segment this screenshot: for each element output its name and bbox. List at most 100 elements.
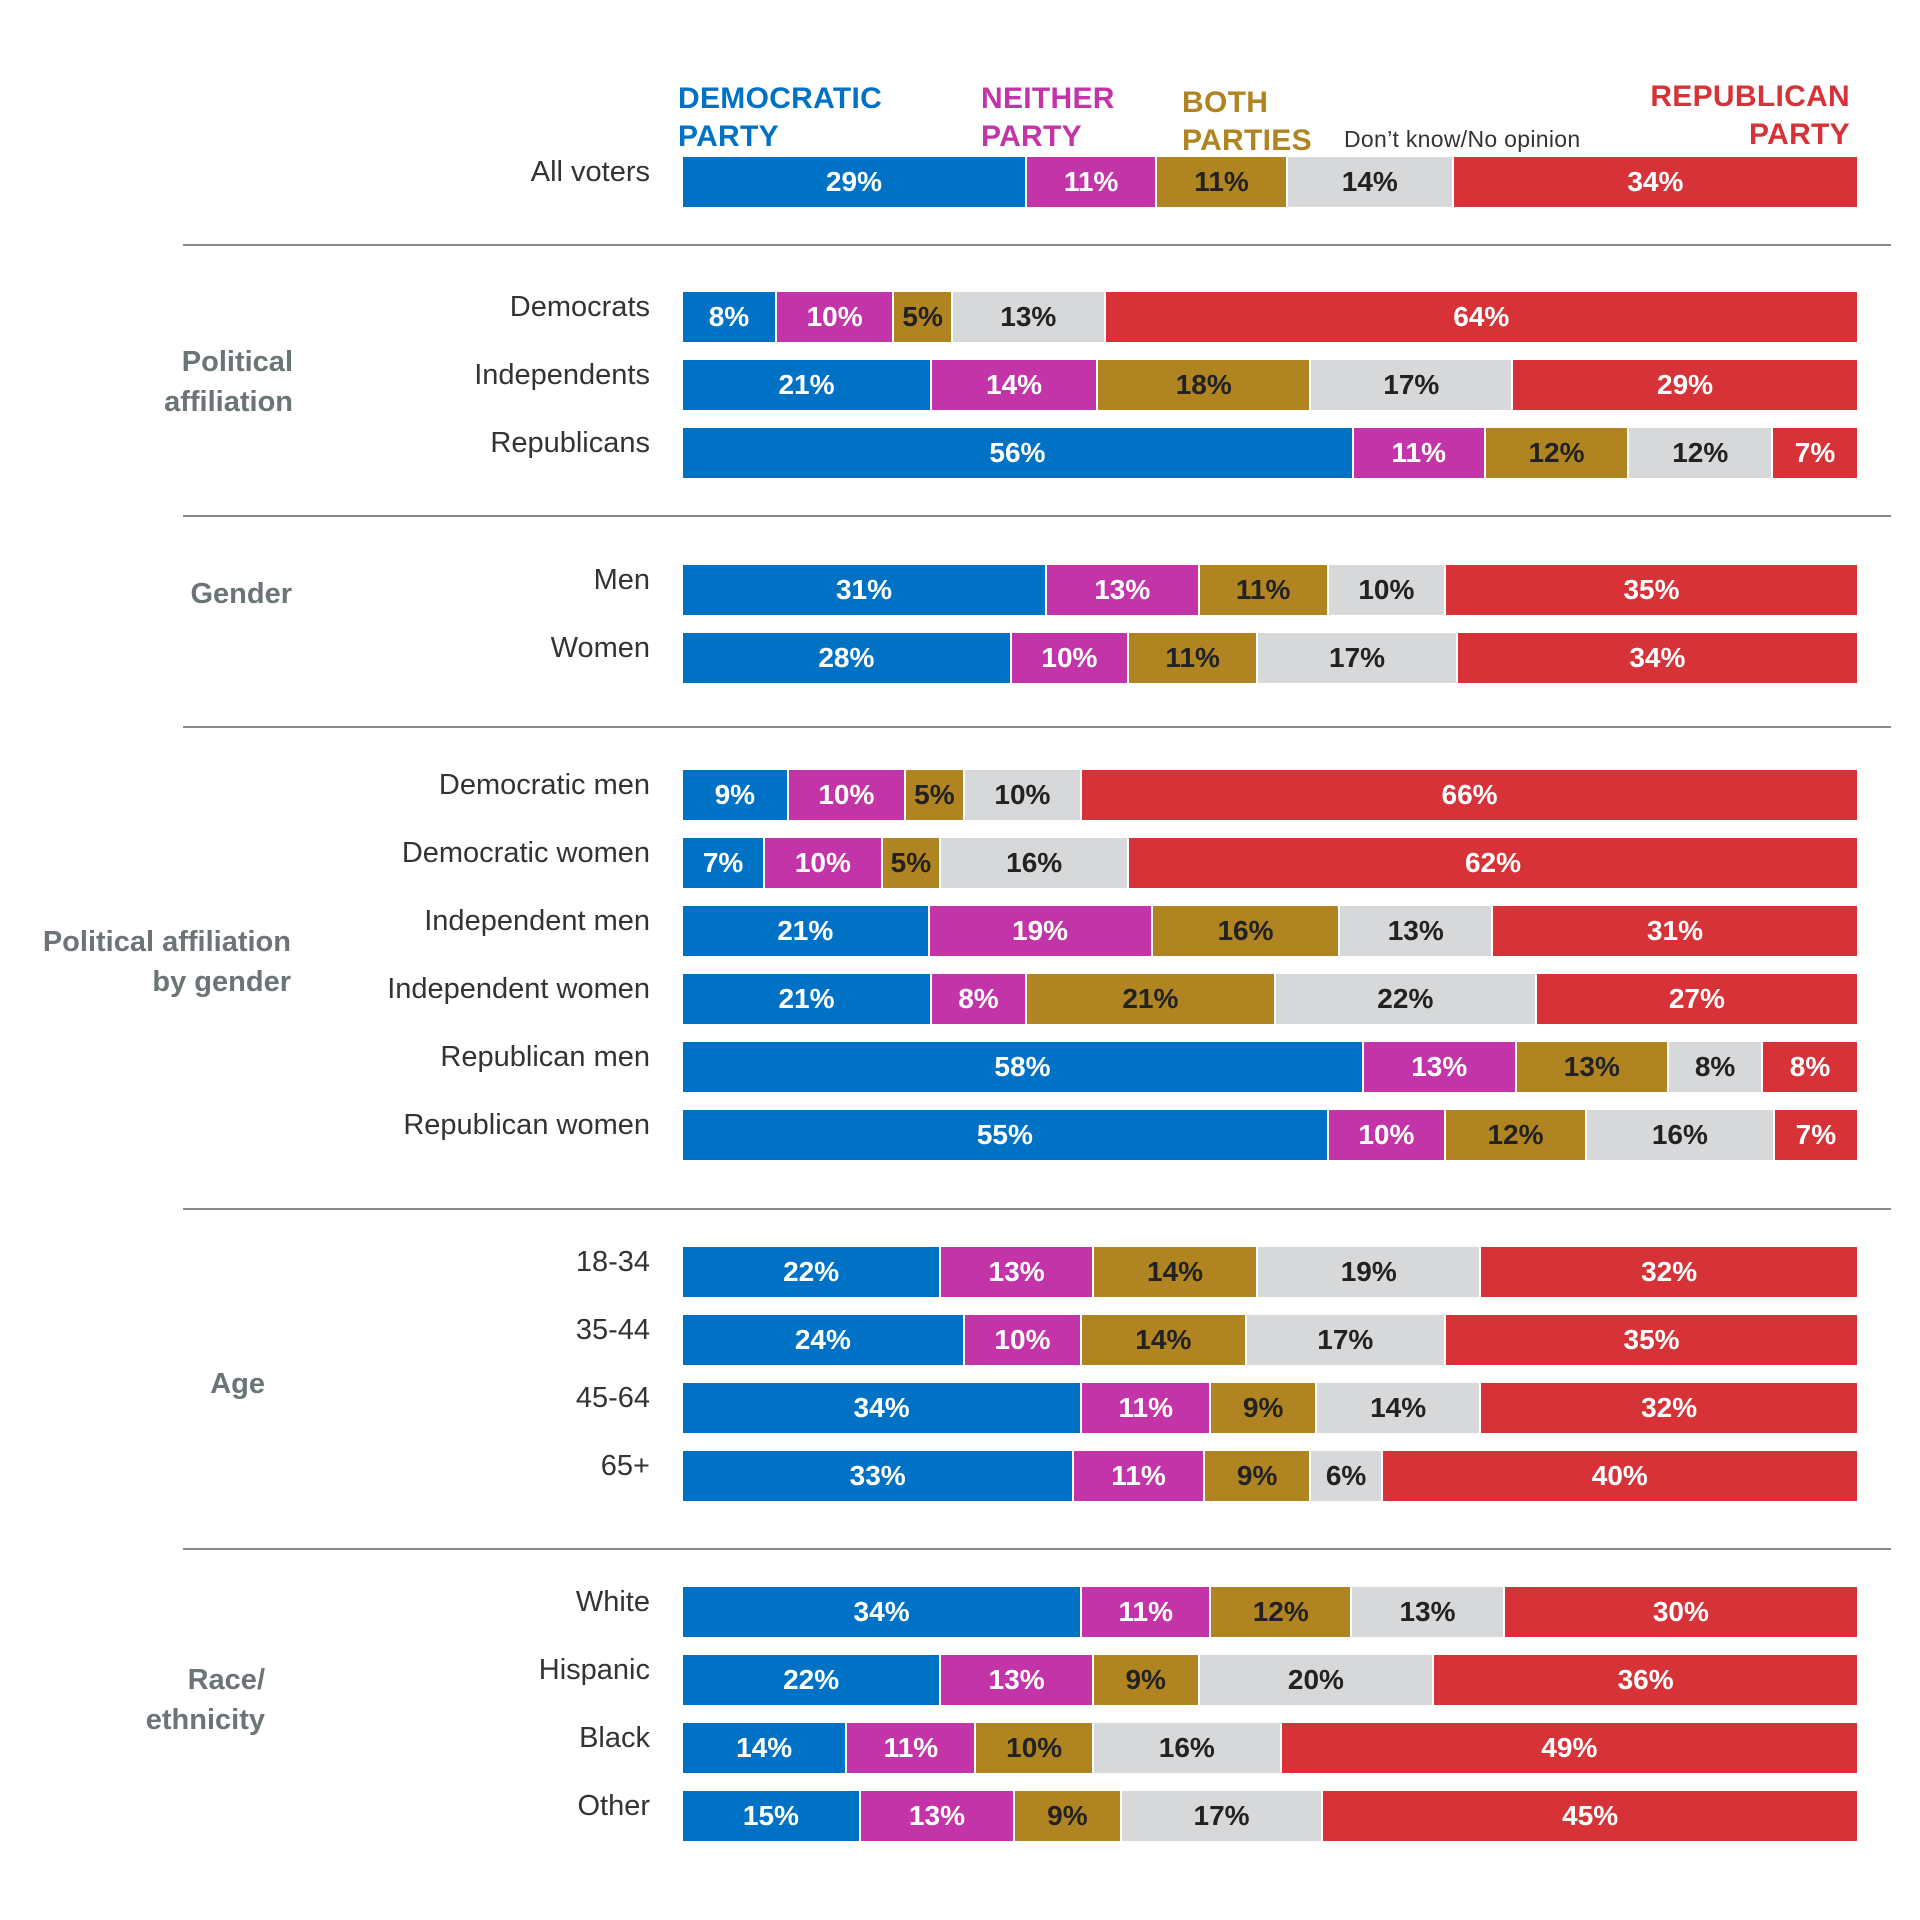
data-label: 10% — [1358, 574, 1415, 605]
data-label: 11% — [1118, 1392, 1173, 1423]
series-header-2: NEITHER PARTY — [981, 82, 1115, 153]
bar-segment: 10% — [788, 770, 907, 820]
data-label: 14% — [736, 1732, 793, 1763]
row-label: Democrats — [509, 291, 650, 323]
data-label: 29% — [825, 166, 882, 197]
data-label: 9% — [714, 779, 756, 810]
data-label: 21% — [778, 369, 835, 400]
bar-segment: 33% — [683, 1451, 1075, 1501]
stacked-bar: 9% 10% 5% 10% 66% — [683, 770, 1857, 820]
bar-segment: 11% — [1074, 1451, 1205, 1501]
data-label: 27% — [1668, 983, 1725, 1014]
stacked-bar: 28% 10% 11% 17% 34% — [683, 633, 1857, 683]
bar-segment: 9% — [1093, 1655, 1200, 1705]
row-label: 18-34 — [575, 1246, 650, 1278]
data-label: 12% — [1672, 437, 1729, 468]
bar-segment: 9% — [1015, 1791, 1122, 1841]
data-label: 13% — [1563, 1051, 1620, 1082]
data-label: 32% — [1641, 1256, 1698, 1287]
data-label: 14% — [986, 369, 1043, 400]
bar-segment: 8% — [932, 974, 1027, 1024]
data-label: 22% — [783, 1256, 840, 1287]
row-label: Democratic women — [401, 837, 650, 869]
bar-segment: 5% — [882, 838, 942, 888]
bar-segment: 34% — [683, 1383, 1083, 1433]
row-label: Independents — [474, 359, 650, 391]
stacked-bar: 29% 11% 11% 14% 34% — [683, 157, 1857, 207]
series-header-5: REPUBLICAN PARTY — [1650, 80, 1850, 151]
bar-segment: 17% — [1246, 1315, 1447, 1365]
bar-segment: 29% — [1513, 360, 1857, 410]
bar-segment: 11% — [1353, 428, 1486, 478]
series-header-4: Don’t know/No opinion — [1344, 126, 1581, 152]
row-label: Democratic men — [438, 769, 650, 801]
bar-segment: 40% — [1382, 1451, 1857, 1501]
stacked-bar: 31% 13% 11% 10% 35% — [683, 565, 1857, 615]
data-label: 14% — [1341, 166, 1398, 197]
bar-segment: 13% — [1516, 1042, 1670, 1092]
data-label: 22% — [783, 1664, 840, 1695]
group-label: Gender — [190, 578, 292, 610]
data-label: 9% — [1125, 1664, 1166, 1695]
stacked-bar: 34% 11% 9% 14% 32% — [683, 1383, 1857, 1433]
bar-segment: 7% — [683, 838, 766, 888]
data-label: 19% — [1012, 915, 1069, 946]
stacked-bar: 22% 13% 9% 20% 36% — [683, 1655, 1857, 1705]
data-label: 16% — [1006, 847, 1063, 878]
data-label: 13% — [1411, 1051, 1468, 1082]
stacked-bar: 56% 11% 12% 12% 7% — [683, 428, 1857, 478]
data-label: 7% — [1794, 437, 1836, 468]
bar-segment: 32% — [1481, 1247, 1857, 1297]
bar-segment: 17% — [1258, 633, 1458, 683]
bar-segment: 66% — [1082, 770, 1857, 820]
row-label: All voters — [530, 156, 650, 188]
data-label: 31% — [835, 574, 892, 605]
data-label: 14% — [1135, 1324, 1192, 1355]
bar-segment: 10% — [765, 838, 883, 888]
data-label: 21% — [777, 915, 834, 946]
bar-segment: 17% — [1121, 1791, 1324, 1841]
data-label: 35% — [1623, 1324, 1680, 1355]
data-label: 12% — [1487, 1119, 1544, 1150]
bar-segment: 21% — [683, 360, 933, 410]
data-label: 31% — [1646, 915, 1703, 946]
group-label: Age — [210, 1368, 265, 1400]
row-label: Women — [550, 632, 650, 664]
bar-segment: 20% — [1199, 1655, 1435, 1705]
data-label: 62% — [1464, 847, 1522, 878]
stacked-bar: 34% 11% 12% 13% 30% — [683, 1587, 1857, 1637]
bar-segment: 19% — [929, 906, 1153, 956]
bar-segment: 10% — [1328, 1110, 1447, 1160]
data-label: 34% — [853, 1596, 910, 1627]
data-label: 10% — [1006, 1732, 1063, 1763]
data-label: 10% — [1041, 642, 1098, 673]
bar-segment: 12% — [1629, 428, 1774, 478]
data-label: 21% — [1122, 983, 1179, 1014]
bar-segment: 8% — [683, 292, 777, 342]
bar-segment: 7% — [1774, 1110, 1857, 1160]
data-label: 13% — [1000, 301, 1057, 332]
data-label: 5% — [890, 847, 932, 878]
stacked-bar: 55% 10% 12% 16% 7% — [683, 1110, 1857, 1160]
bar-segment: 8% — [1763, 1042, 1857, 1092]
bar-segment: 9% — [1204, 1451, 1312, 1501]
data-label: 8% — [1694, 1051, 1736, 1082]
data-label: 13% — [908, 1800, 965, 1831]
bar-segment: 45% — [1323, 1791, 1857, 1841]
bar-segment: 9% — [1211, 1383, 1317, 1433]
bar-segment: 32% — [1481, 1383, 1857, 1433]
data-label: 11% — [1063, 166, 1119, 197]
data-label: 7% — [1795, 1119, 1837, 1150]
data-label: 13% — [1387, 915, 1444, 946]
bar-segment: 13% — [1352, 1587, 1505, 1637]
data-label: 34% — [1629, 642, 1686, 673]
bar-segment: 18% — [1098, 360, 1312, 410]
bar-segment: 11% — [1199, 565, 1329, 615]
row-label: 35-44 — [575, 1314, 650, 1346]
bar-segment: 6% — [1311, 1451, 1383, 1501]
bar-segment: 49% — [1281, 1723, 1857, 1773]
data-label: 11% — [1165, 642, 1220, 673]
bar-segment: 11% — [1157, 157, 1288, 207]
bar-segment: 13% — [952, 292, 1106, 342]
